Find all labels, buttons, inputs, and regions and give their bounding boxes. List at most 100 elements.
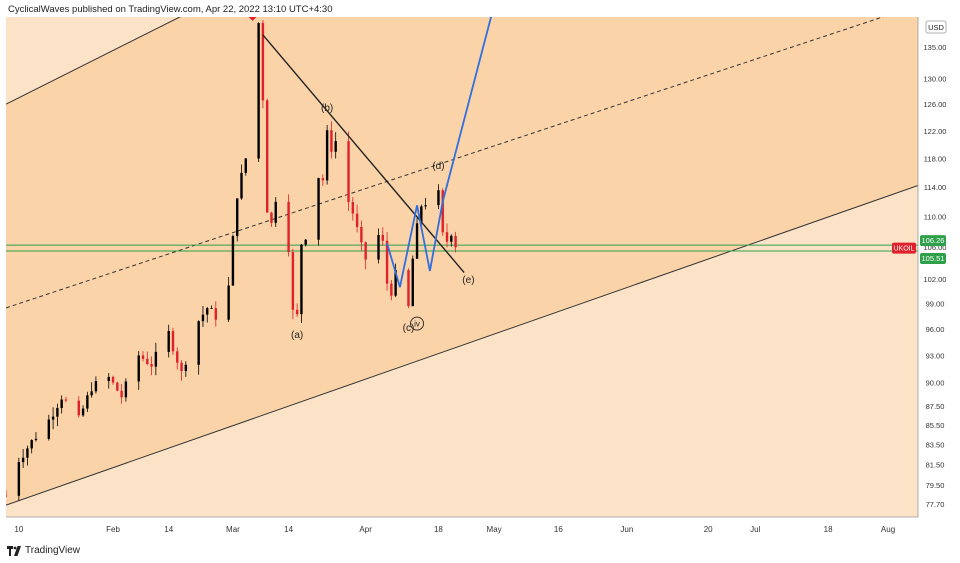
candle (17, 457, 21, 501)
candle (411, 255, 414, 307)
x-tick-label: 20 (704, 525, 713, 534)
candle (274, 197, 277, 227)
down-arrow-icon (248, 17, 257, 21)
wave-label: (b) (321, 103, 333, 114)
price-chart[interactable]: iii (b) (d) (a) (c) iv (e) USD 77.70 79.50 81.50… (0, 0, 960, 545)
x-tick-label: 14 (284, 525, 293, 534)
candle (34, 432, 38, 442)
y-tick-label: 77.70 (926, 500, 945, 509)
candle (120, 383, 123, 404)
y-tick-label: 102.00 (924, 275, 947, 284)
candle (77, 396, 80, 418)
x-tick-label: Jun (620, 525, 633, 534)
candle (227, 276, 230, 323)
candle (206, 306, 209, 323)
candle (176, 347, 179, 370)
candle (390, 279, 393, 301)
candle (107, 372, 110, 389)
candle (94, 376, 98, 394)
candle (214, 301, 218, 327)
candle (450, 234, 453, 247)
y-tick-label: 99.00 (926, 300, 945, 309)
candle (64, 396, 68, 403)
candle (355, 204, 359, 233)
candle (141, 351, 145, 362)
candle (6, 490, 8, 497)
x-tick-label: 18 (824, 525, 833, 534)
y-tick-label: 79.50 (926, 481, 945, 490)
candle (197, 320, 200, 375)
candle (60, 395, 63, 414)
candle (424, 197, 427, 210)
y-tick-label: 122.00 (924, 127, 947, 136)
candle (351, 197, 355, 221)
candle (385, 232, 389, 291)
wave-label: (d) (432, 161, 444, 172)
x-tick-label: 10 (14, 525, 23, 534)
x-tick-label: Jul (750, 525, 760, 534)
candle (180, 360, 183, 381)
wave-label: iv (414, 320, 420, 329)
price-tag-upper (920, 235, 946, 247)
candle (454, 231, 457, 253)
projection-path (386, 17, 492, 288)
x-tick-label: 16 (554, 525, 563, 534)
candle (334, 132, 337, 159)
candle (231, 234, 235, 286)
y-tick-label: 135.00 (924, 43, 947, 52)
symbol-tag (892, 242, 916, 254)
channel-lower-line (6, 185, 918, 506)
y-tick-label: 96.00 (926, 325, 945, 334)
candle (90, 382, 93, 398)
candle (184, 361, 188, 377)
symbol-tag-label: UKOIL (893, 246, 914, 253)
candle (30, 439, 33, 454)
candle (257, 22, 260, 163)
candle (287, 194, 290, 257)
y-tick-label: 110.00 (924, 213, 946, 222)
candle (441, 188, 444, 236)
candle (270, 211, 273, 227)
candle (317, 177, 320, 246)
candle (86, 391, 89, 413)
candle (124, 378, 128, 402)
wave-label: (e) (462, 275, 474, 286)
x-tick-label: Aug (881, 525, 895, 534)
currency-box (925, 20, 947, 34)
price-tag-lower-label: 105.51 (922, 254, 945, 263)
y-tick-label: 106.00 (924, 243, 947, 252)
x-tick-label: 14 (164, 525, 173, 534)
x-tick-label: 18 (434, 525, 443, 534)
candle (240, 164, 243, 200)
candle (146, 351, 149, 366)
y-tick-label: 130.00 (924, 74, 947, 83)
y-tick-label: 114.00 (924, 183, 946, 192)
candle (116, 381, 119, 392)
channel-mid-line (6, 17, 885, 309)
y-tick-label: 87.50 (926, 402, 945, 411)
candle (291, 248, 295, 320)
y-tick-label: 126.00 (924, 100, 947, 109)
candle (81, 405, 85, 417)
candle (47, 414, 51, 441)
footer-brand: TradingView (7, 545, 80, 556)
candle (261, 20, 265, 109)
y-tick-label: 85.50 (926, 421, 945, 430)
currency-label: USD (928, 23, 944, 32)
candle (265, 98, 269, 213)
candle (415, 218, 419, 260)
tradingview-logo-icon (7, 545, 21, 556)
candle (347, 131, 350, 211)
candle (437, 184, 440, 210)
wave-circle-0 (252, 0, 265, 12)
candle (171, 327, 175, 355)
wave-label: iii (256, 1, 262, 10)
x-tick-label: Mar (226, 525, 240, 534)
price-tag-lower (920, 253, 946, 265)
y-tick-label: 93.00 (926, 351, 945, 360)
candle (394, 263, 397, 298)
candle (321, 174, 325, 186)
candle (325, 125, 329, 185)
y-tick-label: 81.50 (926, 461, 945, 470)
y-tick-label: 83.50 (926, 441, 945, 450)
